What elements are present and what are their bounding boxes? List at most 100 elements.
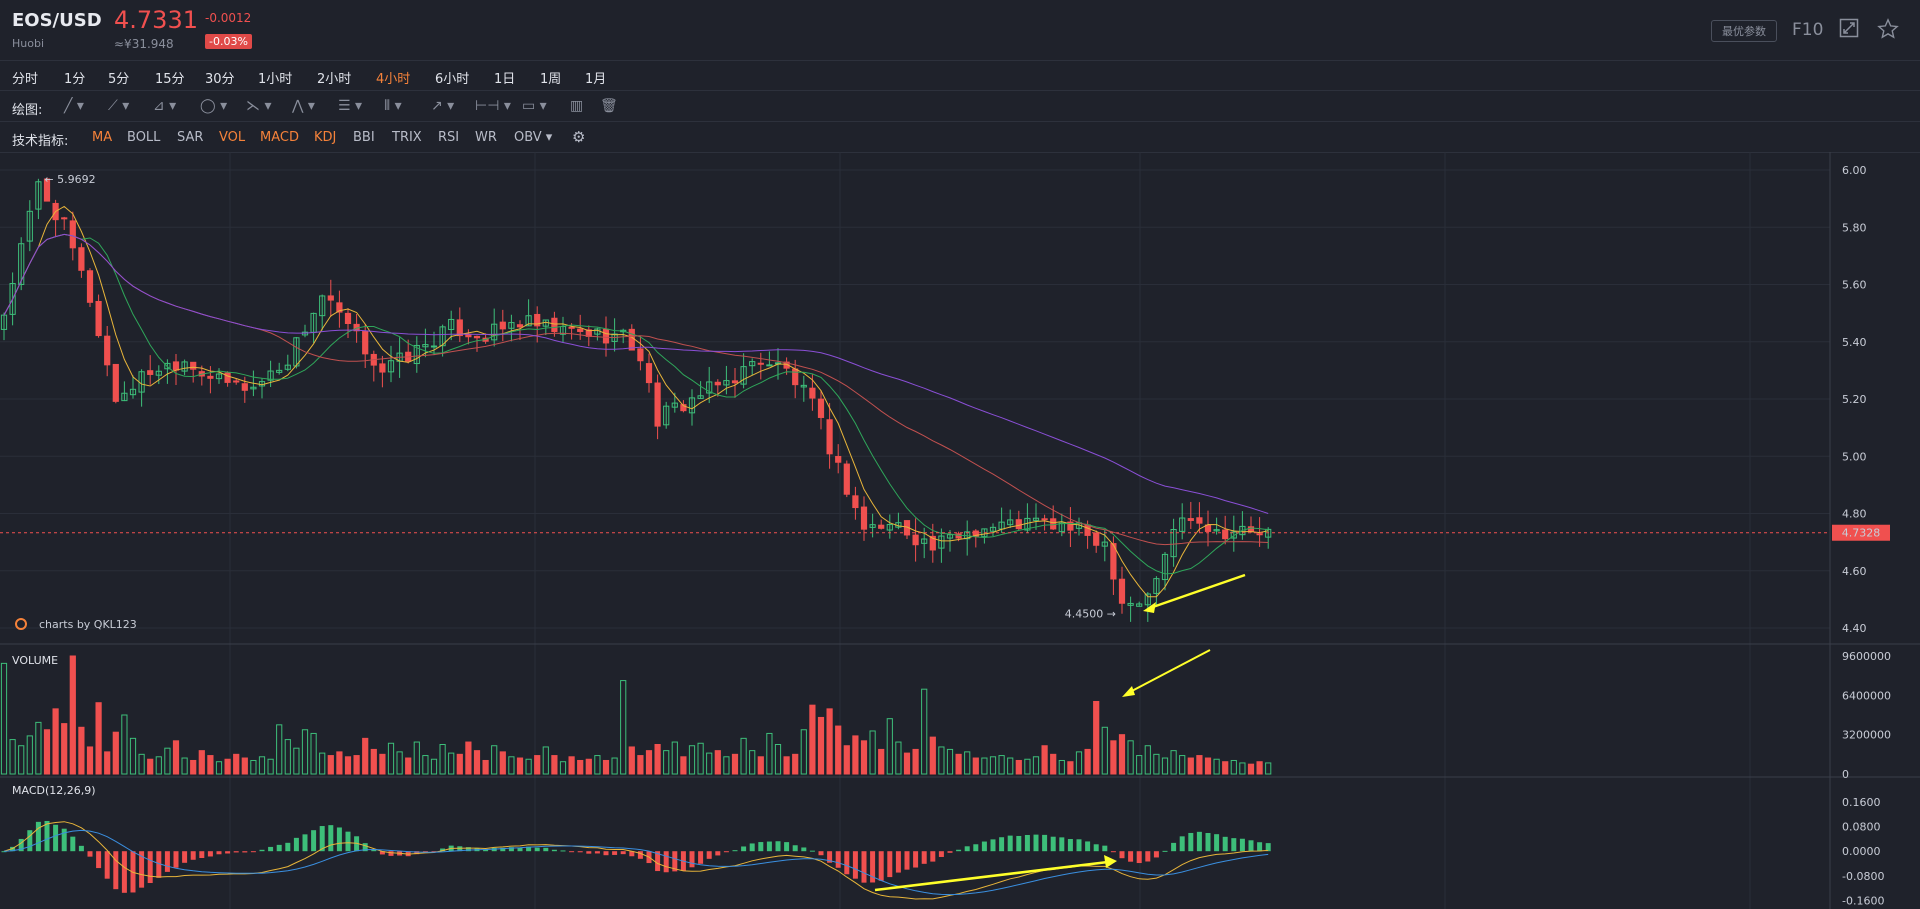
chart-tool-icon[interactable]: ▥ — [570, 98, 584, 114]
annotation-arrowhead — [1104, 855, 1117, 868]
macd-histogram-bar — [87, 851, 93, 857]
wave-tool-icon[interactable]: ⋀ ▾ — [292, 98, 315, 114]
volume-bar — [164, 747, 171, 775]
indicator-bbi[interactable]: BBI — [353, 130, 375, 145]
volume-bar — [284, 739, 291, 775]
interval-tab[interactable]: 1小时 — [258, 72, 293, 87]
volume-bar — [155, 756, 162, 775]
price-change: -0.0012 — [205, 11, 252, 25]
fullscreen-icon[interactable] — [1838, 18, 1860, 40]
indicator-ma[interactable]: MA — [92, 130, 113, 145]
volume-bar — [946, 748, 954, 775]
price-tick-label: 5.20 — [1842, 393, 1867, 406]
macd-histogram-bar — [964, 846, 970, 852]
indicator-wr[interactable]: WR — [475, 130, 497, 145]
macd-histogram-bar — [1248, 840, 1254, 852]
gann-tool-icon[interactable]: ⦀ ▾ — [384, 98, 402, 114]
candle — [1239, 525, 1246, 536]
candle — [680, 404, 687, 412]
macd-histogram-bar — [259, 849, 265, 852]
volume-bar — [611, 757, 618, 775]
interval-tab[interactable]: 6小时 — [435, 72, 470, 87]
candle — [69, 220, 76, 249]
indicator-vol[interactable]: VOL — [219, 130, 246, 145]
interval-tab[interactable]: 1周 — [540, 72, 562, 87]
volume-bar — [516, 757, 524, 775]
line-tool-icon[interactable]: ╱ ▾ — [64, 98, 84, 114]
indicator-macd[interactable]: MACD — [260, 130, 299, 145]
candle — [181, 361, 188, 372]
macd-histogram-bar — [302, 834, 308, 852]
volume-bar — [1075, 751, 1083, 775]
macd-histogram-bar — [190, 851, 196, 860]
volume-bar — [465, 741, 472, 775]
macd-histogram-bar — [913, 851, 919, 868]
macd-histogram-bar — [500, 847, 506, 852]
candle — [473, 335, 481, 339]
fibonacci-tool-icon[interactable]: ☰ ▾ — [338, 98, 363, 114]
candle — [1187, 518, 1194, 521]
optimal-params-button[interactable]: 最优参数 — [1711, 20, 1777, 42]
trash-icon[interactable]: 🗑 — [600, 98, 618, 114]
macd-histogram-bar — [766, 841, 772, 852]
candle — [155, 370, 162, 376]
candle — [955, 533, 962, 539]
gear-icon[interactable]: ⚙ — [572, 128, 586, 146]
top-bar: EOS/USD Huobi 4.7331 ≈¥31.948 -0.0012 -0… — [0, 0, 1920, 61]
ray-tool-icon[interactable]: ⟋ ▾ — [108, 98, 130, 114]
drawing-toolbar: 绘图: ╱ ▾ ⟋ ▾ ⊿ ▾ ◯ ▾ ⋋ ▾ ⋀ ▾ ☰ ▾ ⦀ ▾ ↗ ▾ … — [0, 91, 1920, 122]
macd-tick-label: 0.0800 — [1842, 821, 1881, 834]
star-icon[interactable] — [1877, 18, 1899, 40]
measure-tool-icon[interactable]: ⊢⊣ ▾ — [475, 98, 511, 114]
f10-button[interactable]: F10 — [1792, 20, 1824, 40]
macd-histogram-bar — [1016, 835, 1022, 852]
macd-histogram-bar — [1145, 851, 1151, 862]
macd-histogram-bar — [1153, 851, 1159, 858]
arrow-tool-icon[interactable]: ↗ ▾ — [431, 98, 455, 114]
interval-tab[interactable]: 4小时 — [376, 72, 411, 87]
candle — [654, 382, 661, 427]
macd-histogram-bar — [827, 851, 833, 863]
pair-name: EOS/USD — [12, 10, 102, 31]
macd-histogram-bar — [672, 851, 678, 872]
interval-tab[interactable]: 1分 — [64, 72, 86, 87]
macd-histogram-bar — [508, 847, 514, 852]
comment-tool-icon[interactable]: ▭ ▾ — [522, 98, 547, 114]
indicator-kdj[interactable]: KDJ — [314, 130, 337, 145]
indicator-rsi[interactable]: RSI — [438, 130, 460, 145]
candle — [1015, 519, 1022, 530]
interval-tab[interactable]: 15分 — [155, 72, 185, 87]
interval-tab[interactable]: 2小时 — [317, 72, 352, 87]
volume-bar — [491, 745, 498, 775]
interval-tab[interactable]: 30分 — [205, 72, 235, 87]
macd-histogram-bar — [1, 851, 7, 853]
kline-chart[interactable]: ← 5.9692 4.4500 → 4.7328 6.00 5.80 5.60 5.40 5.… — [0, 152, 1920, 909]
volume-bar — [43, 729, 51, 775]
volume-bar — [26, 735, 33, 775]
annotation-arrowhead — [1122, 686, 1135, 697]
indicator-boll[interactable]: BOLL — [127, 130, 161, 145]
macd-histogram-bar — [655, 851, 661, 872]
watermark: charts by QKL123 — [39, 618, 137, 631]
indicator-trix[interactable]: TRIX — [392, 130, 422, 145]
volume-bar — [104, 751, 111, 775]
macd-histogram-bar — [379, 851, 385, 855]
candle — [1222, 529, 1229, 540]
pattern-tool-icon[interactable]: ⋋ ▾ — [246, 98, 272, 114]
volume-bar — [1144, 745, 1151, 775]
candle — [869, 524, 876, 528]
volume-bar — [387, 742, 395, 775]
volume-bar — [929, 736, 936, 775]
exchange-name: Huobi — [12, 37, 45, 50]
indicator-sar[interactable]: SAR — [177, 130, 204, 145]
candle — [491, 323, 498, 341]
interval-tab[interactable]: 分时 — [12, 72, 39, 87]
interval-tab[interactable]: 1日 — [494, 72, 516, 87]
interval-tab[interactable]: 5分 — [108, 72, 130, 87]
channel-tool-icon[interactable]: ⊿ ▾ — [153, 98, 177, 114]
shape-tool-icon[interactable]: ◯ ▾ — [200, 98, 228, 114]
candle — [233, 380, 240, 383]
indicator-obv[interactable]: OBV ▾ — [514, 130, 553, 145]
interval-tab[interactable]: 1月 — [585, 72, 607, 87]
volume-bar — [61, 723, 68, 775]
